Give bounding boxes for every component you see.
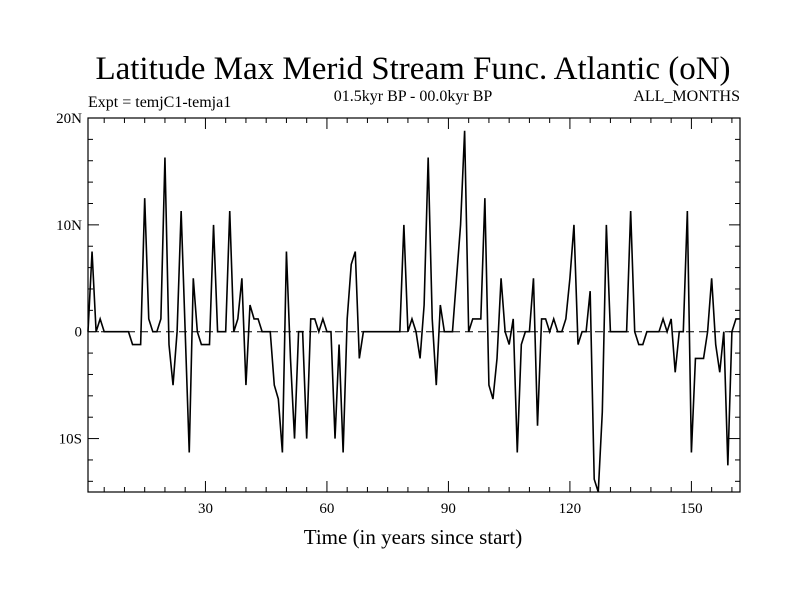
chart-title: Latitude Max Merid Stream Func. Atlantic… <box>95 51 730 87</box>
series-line-latitude <box>87 130 740 493</box>
y-tick-label: 20N <box>56 111 82 127</box>
y-tick-label: 10S <box>59 432 82 448</box>
chart-subtitle-left: Expt = temjC1-temja1 <box>88 94 231 111</box>
x-tick-label: 90 <box>441 501 456 517</box>
x-tick-label: 150 <box>680 501 703 517</box>
x-tick-label: 120 <box>559 501 582 517</box>
chart-subtitle-right: ALL_MONTHS <box>633 88 740 105</box>
plot-frame <box>87 117 741 493</box>
y-tick-label: 0 <box>75 325 83 341</box>
y-tick-label: 10N <box>56 218 82 234</box>
axis-ticks: 30 60 90 120 150 20N 10N 0 10S <box>56 111 740 517</box>
x-axis-label: Time (in years since start) <box>304 525 523 549</box>
x-tick-label: 30 <box>198 501 213 517</box>
chart-subtitle-center: 01.5kyr BP - 00.0kyr BP <box>334 88 493 105</box>
x-tick-label: 60 <box>319 501 334 517</box>
